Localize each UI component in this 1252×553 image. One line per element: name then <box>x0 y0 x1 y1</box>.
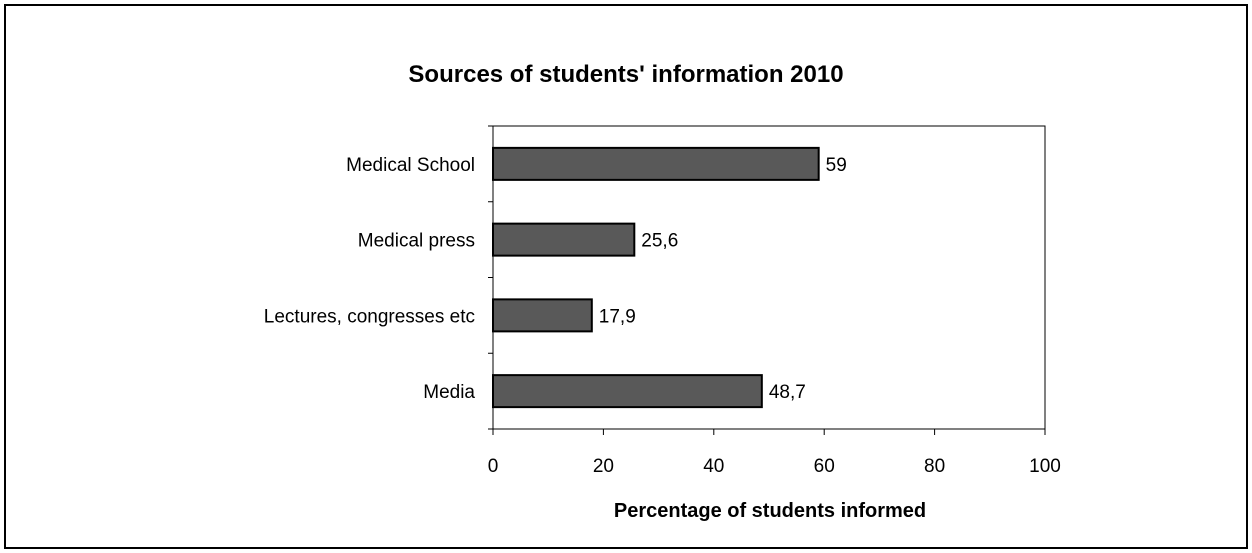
category-label: Media <box>423 382 475 403</box>
x-tick-label: 0 <box>488 456 499 477</box>
chart-title: Sources of students' information 2010 <box>408 61 843 88</box>
x-axis-ticks: 0 20 40 60 80 100 <box>488 429 1061 477</box>
bar-value-label: 25,6 <box>641 231 678 252</box>
category-label: Lectures, congresses etc <box>264 306 475 327</box>
x-tick-label: 20 <box>593 456 614 477</box>
x-axis-label: Percentage of students informed <box>614 500 926 522</box>
bars-group: 59 25,6 17,9 48,7 <box>492 146 847 409</box>
y-axis-ticks: Medical School Medical press Lectures, con… <box>264 125 493 430</box>
category-label: Medical School <box>346 155 475 176</box>
bar <box>492 298 593 333</box>
bar-value-label: 59 <box>826 155 847 176</box>
bar <box>492 374 763 409</box>
x-tick-label: 40 <box>703 456 724 477</box>
category-label: Medical press <box>358 231 475 252</box>
bar-value-label: 17,9 <box>599 306 636 327</box>
bar <box>492 222 636 257</box>
x-tick-label: 100 <box>1029 456 1061 477</box>
bar <box>492 146 820 181</box>
bar-value-label: 48,7 <box>769 382 806 403</box>
x-tick-label: 80 <box>924 456 945 477</box>
x-tick-label: 60 <box>814 456 835 477</box>
